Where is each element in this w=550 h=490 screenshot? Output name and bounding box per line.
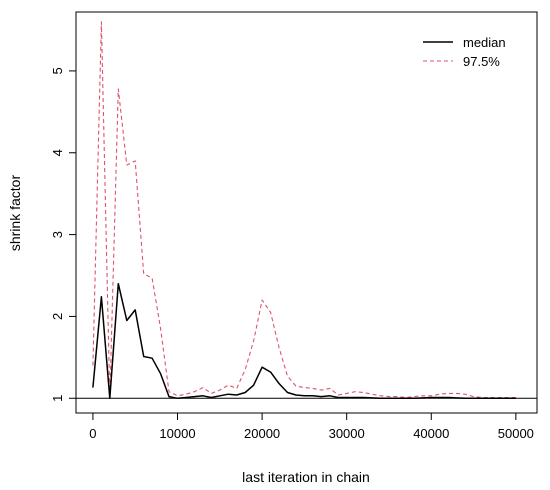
x-tick-label: 20000 bbox=[244, 426, 280, 441]
y-axis: 1 2 3 4 5 bbox=[50, 67, 77, 402]
x-tick-label: 10000 bbox=[159, 426, 195, 441]
legend-label: 97.5% bbox=[463, 54, 500, 69]
y-tick-label: 2 bbox=[50, 313, 65, 320]
legend: median 97.5% bbox=[423, 35, 506, 69]
y-tick-label: 3 bbox=[50, 231, 65, 238]
y-tick-label: 5 bbox=[50, 67, 65, 74]
plot-frame bbox=[75, 11, 538, 414]
series-line-median bbox=[92, 282, 516, 400]
y-tick-label: 4 bbox=[50, 149, 65, 156]
x-tick-label: 0 bbox=[89, 426, 96, 441]
x-tick-label: 30000 bbox=[329, 426, 365, 441]
series-line-97-5 bbox=[92, 21, 516, 399]
x-tick-label: 50000 bbox=[498, 426, 534, 441]
x-axis-label: last iteration in chain bbox=[242, 469, 370, 485]
y-axis-label: shrink factor bbox=[7, 175, 23, 252]
legend-label: median bbox=[463, 35, 506, 50]
series-layer bbox=[92, 21, 516, 400]
x-tick-label: 40000 bbox=[413, 426, 449, 441]
x-axis: 0 10000 20000 30000 40000 50000 bbox=[89, 412, 534, 441]
y-tick-label: 1 bbox=[50, 395, 65, 402]
